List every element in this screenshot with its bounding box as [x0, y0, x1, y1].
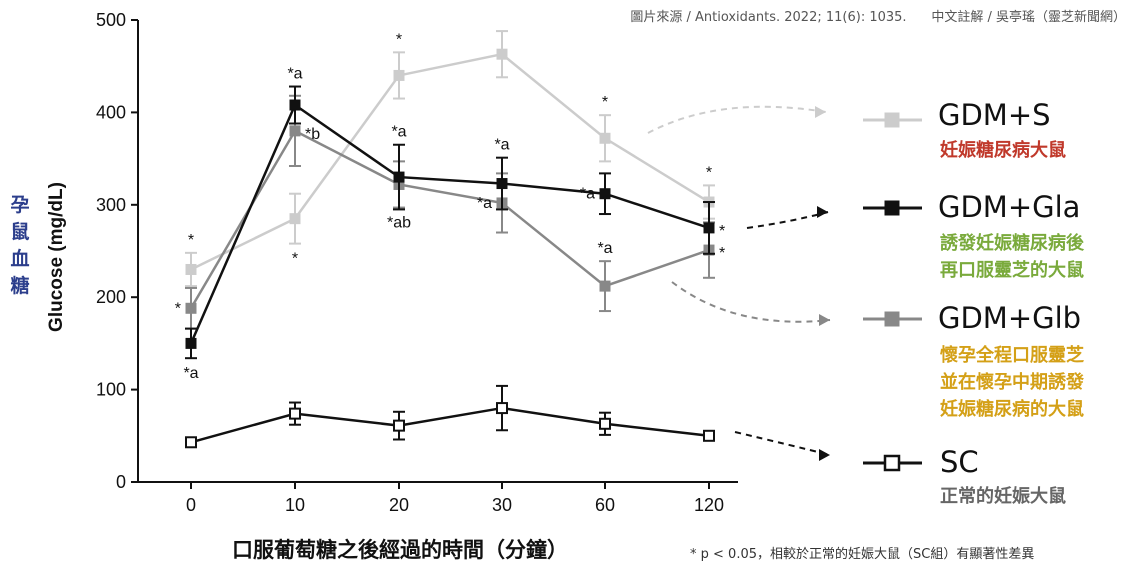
x-tick-label: 60: [595, 495, 615, 515]
data-point-gdm-s: [289, 213, 301, 225]
data-point-sc: [393, 419, 405, 432]
legend-marker-gdm-s: [884, 112, 900, 128]
significance-label: *a: [580, 186, 595, 203]
x-tick-label: 120: [694, 495, 724, 515]
legend-name-gdm-glb: GDM+Glb: [938, 301, 1082, 335]
legend-desc-gdm-glb: 懷孕全程口服靈芝 並在懷孕中期誘發 妊娠糖尿病的大鼠: [940, 345, 1084, 420]
legend-marker-gdm-glb: [884, 311, 900, 327]
legend-arrowhead-gdm-s: [815, 106, 826, 118]
data-point-gdm-s: [393, 69, 405, 81]
significance-footnote: * p < 0.05，相較於正常的妊娠大鼠（SC組）有顯著性差異: [690, 547, 1035, 562]
significance-label: *: [602, 94, 608, 111]
data-point-sc: [703, 429, 715, 442]
data-point-gdm-gla: [496, 178, 508, 190]
data-point-gdm-glb: [289, 125, 301, 137]
significance-label: *: [292, 251, 298, 268]
y-axis-chinese-label: 孕鼠血糖: [10, 194, 30, 297]
y-tick-label: 100: [96, 380, 126, 400]
significance-label: *ab: [387, 215, 411, 232]
significance-label: *a: [494, 137, 509, 154]
series-line-gdm-glb: [189, 129, 710, 309]
x-tick-label: 0: [186, 495, 196, 515]
legend-desc-sc: 正常的妊娠大鼠: [940, 486, 1066, 507]
data-point-sc: [289, 407, 301, 420]
series-line-gdm-gla: [189, 103, 710, 344]
data-point-gdm-s: [599, 132, 611, 144]
legend-marker-sc: [883, 454, 901, 472]
y-tick-label: 300: [96, 195, 126, 215]
legend-name-gdm-s: GDM+S: [938, 98, 1051, 132]
significance-label: *: [188, 232, 194, 249]
significance-label: *a: [391, 124, 406, 141]
legend-arrowhead-sc: [819, 449, 830, 461]
x-tick-label: 20: [389, 495, 409, 515]
legend-arrow-sc: [734, 431, 831, 456]
data-point-gdm-gla: [599, 188, 611, 200]
data-point-gdm-s: [496, 48, 508, 60]
legend-arrowhead-gdm-glb: [819, 314, 830, 326]
data-point-sc: [185, 436, 197, 449]
significance-label: *: [719, 223, 725, 240]
y-tick-label: 0: [116, 472, 126, 492]
data-point-sc: [496, 402, 508, 415]
significance-label: *: [719, 245, 725, 262]
data-point-gdm-glb: [185, 302, 197, 314]
legend-arrow-gdm-glb: [671, 281, 831, 323]
legend-arrowhead-gdm-gla: [817, 206, 828, 218]
legend-name-gdm-gla: GDM+Gla: [938, 190, 1081, 224]
significance-label: *a: [287, 66, 302, 83]
significance-label: *a: [183, 365, 198, 382]
legend-marker-gdm-gla: [884, 200, 900, 216]
data-point-gdm-gla: [185, 337, 197, 349]
y-tick-label: 400: [96, 102, 126, 122]
data-point-gdm-s: [185, 263, 197, 275]
y-tick-label: 200: [96, 287, 126, 307]
significance-label: *: [706, 164, 712, 181]
significance-label: *b: [305, 126, 320, 143]
series-line-gdm-s: [190, 52, 710, 271]
data-point-gdm-gla: [703, 222, 715, 234]
legend-arrow-gdm-s: [647, 105, 827, 134]
significance-label: *: [175, 300, 181, 317]
x-axis-chinese-label: 口服葡萄糖之後經過的時間（分鐘）: [232, 538, 568, 562]
x-tick-label: 30: [492, 495, 512, 515]
series-line-sc: [190, 406, 710, 444]
x-tick-label: 10: [285, 495, 305, 515]
legend-desc-gdm-gla: 誘發妊娠糖尿病後 再口服靈芝的大鼠: [940, 233, 1084, 281]
significance-label: *: [396, 31, 402, 48]
legend-desc-gdm-s: 妊娠糖尿病大鼠: [940, 140, 1066, 161]
legend-name-sc: SC: [940, 445, 979, 479]
data-point-gdm-glb: [599, 280, 611, 292]
legend-arrow-gdm-gla: [746, 211, 829, 229]
data-point-sc: [599, 417, 611, 430]
source-note: 圖片來源 / Antioxidants. 2022; 11(6): 1035. …: [630, 10, 1126, 25]
data-point-gdm-gla: [289, 99, 301, 111]
significance-label: *a: [597, 240, 612, 257]
significance-label: *a: [477, 195, 492, 212]
data-point-gdm-gla: [393, 171, 405, 183]
y-tick-label: 500: [96, 10, 126, 30]
y-axis-label: Glucose (mg/dL): [46, 182, 67, 332]
